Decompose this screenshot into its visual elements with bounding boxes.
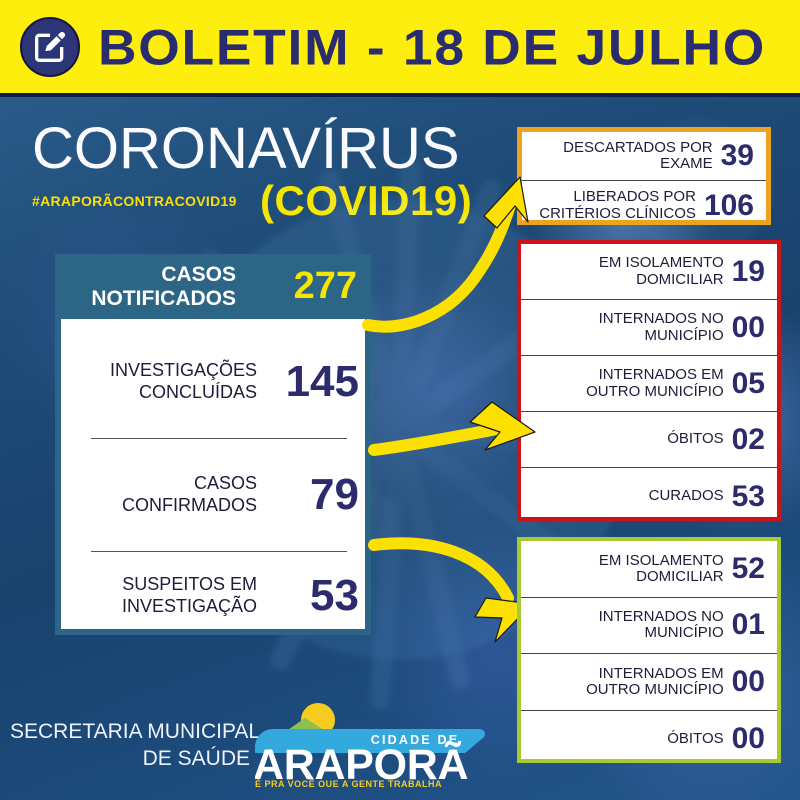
svg-text:É PRA VOCÊ QUE A GENTE TRABALH: É PRA VOCÊ QUE A GENTE TRABALHA: [255, 778, 442, 787]
